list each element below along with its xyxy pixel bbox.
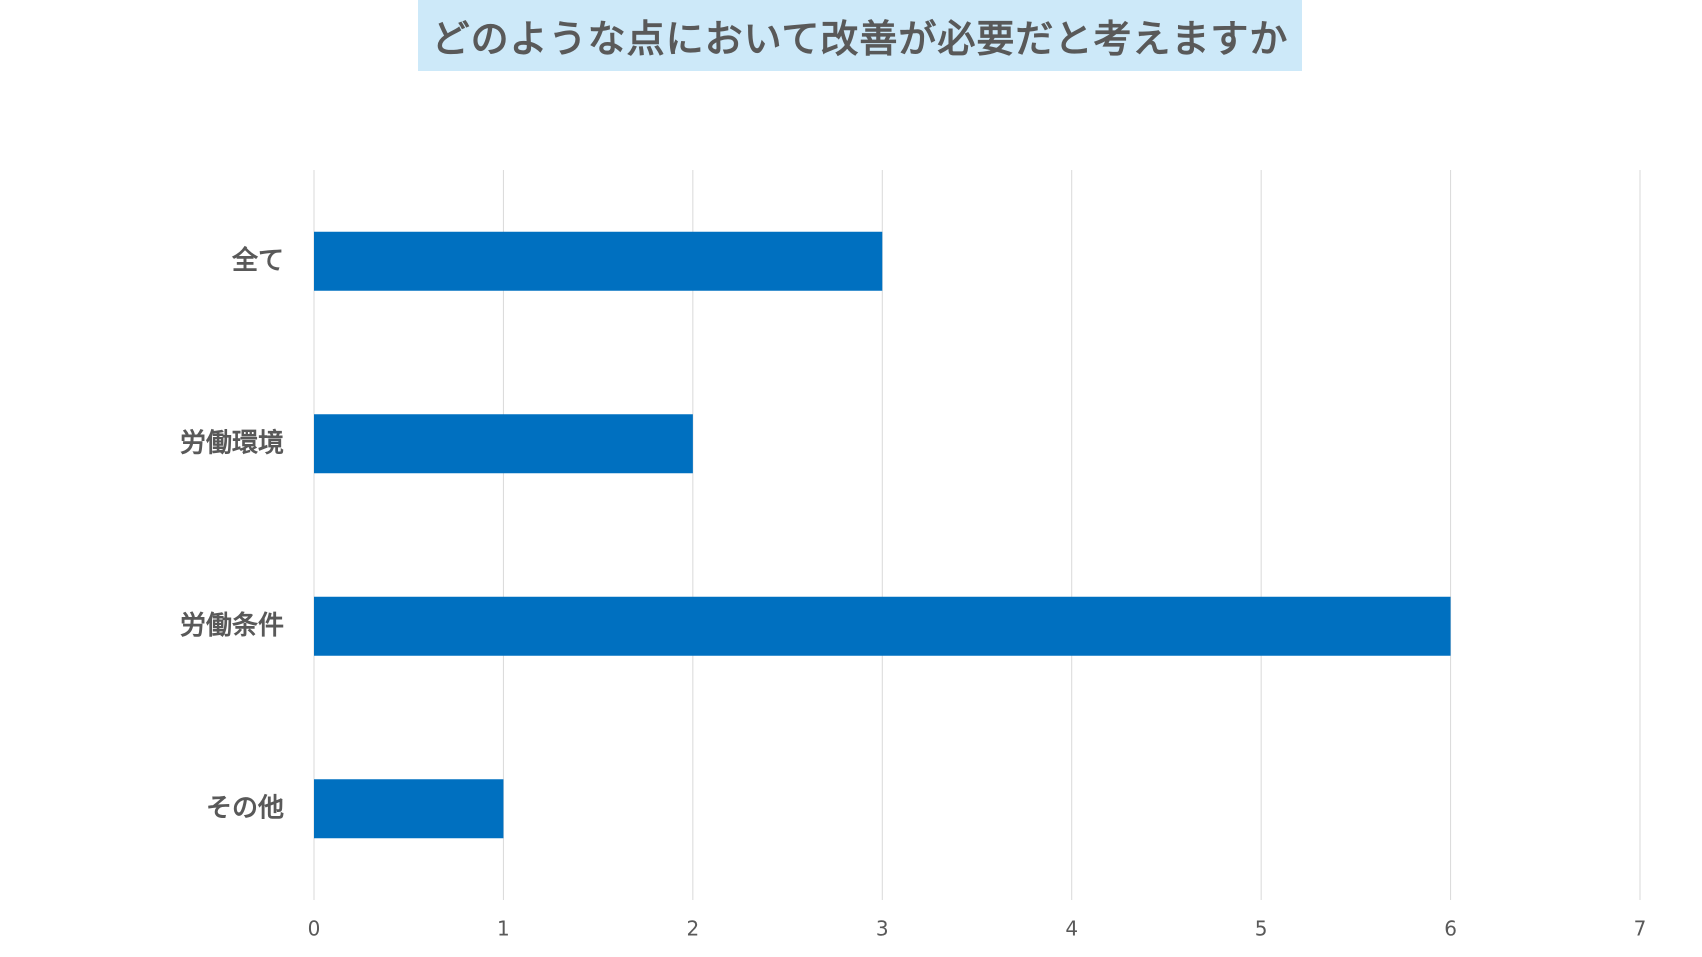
bar-0 <box>314 231 883 291</box>
x-tick-label-5: 5 <box>1255 917 1268 941</box>
bar-layer <box>314 231 1451 839</box>
x-tick-label-4: 4 <box>1065 917 1078 941</box>
chart-title-box: どのような点において改善が必要だと考えますか <box>418 0 1302 71</box>
bar-1 <box>314 414 693 474</box>
category-label-2: 労働条件 <box>180 611 284 641</box>
category-label-3: その他 <box>206 793 284 823</box>
tick-label-layer: 0 1 2 3 4 5 6 7 <box>308 917 1647 941</box>
category-label-0: 全て <box>231 245 284 276</box>
x-tick-label-6: 6 <box>1444 917 1457 941</box>
x-tick-label-1: 1 <box>497 917 510 941</box>
chart-title: どのような点において改善が必要だと考えますか <box>431 17 1289 61</box>
x-tick-label-2: 2 <box>686 917 699 941</box>
grid-layer <box>313 170 1641 900</box>
x-tick-label-0: 0 <box>308 917 321 941</box>
bar-3 <box>314 779 504 839</box>
x-tick-label-7: 7 <box>1634 917 1647 941</box>
x-tick-label-3: 3 <box>876 917 889 941</box>
category-label-1: 労働環境 <box>180 427 284 458</box>
bar-2 <box>314 596 1451 656</box>
